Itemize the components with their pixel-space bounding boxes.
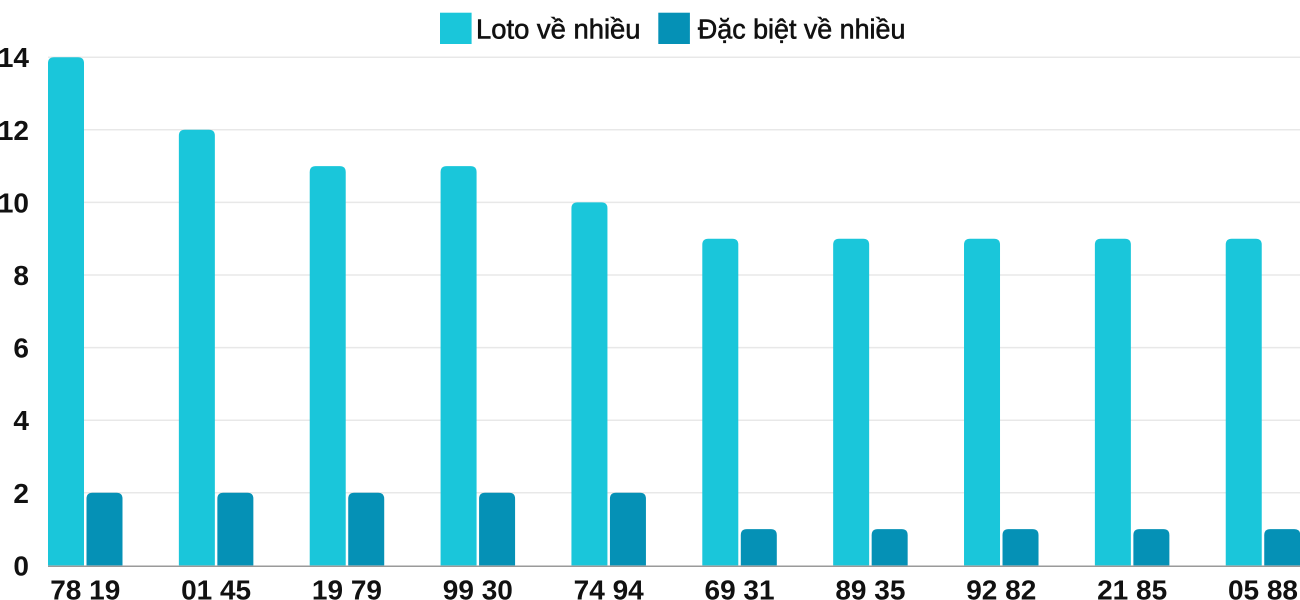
svg-text:10: 10 <box>0 187 29 218</box>
svg-text:92 82: 92 82 <box>966 574 1036 600</box>
svg-text:05 88: 05 88 <box>1228 574 1298 600</box>
svg-text:74 94: 74 94 <box>574 574 644 600</box>
svg-text:78 19: 78 19 <box>50 574 120 600</box>
svg-text:Đặc biệt về nhiều: Đặc biệt về nhiều <box>698 14 906 45</box>
svg-text:6: 6 <box>13 333 29 364</box>
svg-text:8: 8 <box>13 260 29 291</box>
svg-text:0: 0 <box>13 550 29 581</box>
svg-text:89 35: 89 35 <box>835 574 905 600</box>
svg-text:99 30: 99 30 <box>443 574 513 600</box>
svg-text:21 85: 21 85 <box>1097 574 1167 600</box>
svg-text:12: 12 <box>0 115 29 146</box>
svg-text:14: 14 <box>0 42 29 73</box>
svg-text:Loto về nhiều: Loto về nhiều <box>476 14 641 45</box>
svg-text:2: 2 <box>13 478 29 509</box>
svg-text:69 31: 69 31 <box>705 574 775 600</box>
svg-text:4: 4 <box>13 405 29 436</box>
svg-text:19 79: 19 79 <box>312 574 382 600</box>
svg-text:01 45: 01 45 <box>181 574 251 600</box>
